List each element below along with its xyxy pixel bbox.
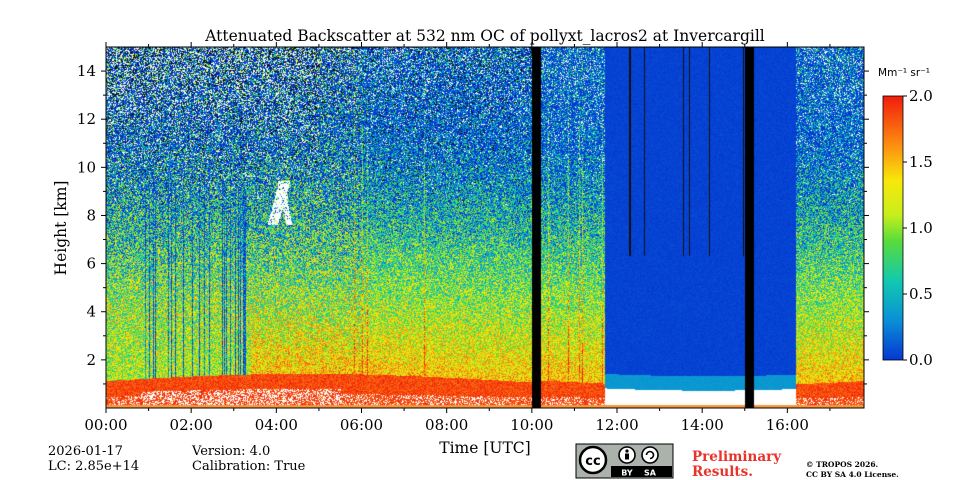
cc-by-sa-logo: cc BY SA	[575, 443, 674, 479]
colorbar-tick-label: 0.0	[909, 351, 933, 369]
footer-version: Version: 4.0	[191, 444, 270, 459]
y-tick-label: 4	[86, 303, 96, 321]
footer-date: 2026-01-17	[48, 444, 123, 459]
copyright-line2: CC BY SA 4.0 License.	[806, 470, 899, 479]
x-tick-label: 10:00	[510, 416, 553, 434]
colorbar-unit-label: Mm⁻¹ sr⁻¹	[878, 67, 930, 79]
cc-circle-icon	[578, 445, 608, 475]
backscatter-heatmap	[106, 47, 864, 408]
x-axis: 00:00 02:00 04:00 06:00 08:00 10:00 12:00 14:00…	[84, 42, 831, 434]
x-axis-label: Time [UTC]	[439, 439, 530, 457]
y-tick-label: 8	[86, 206, 96, 224]
preliminary-label-line2: Results.	[692, 464, 753, 480]
y-axis-label: Height [km]	[52, 181, 70, 276]
x-tick-label: 16:00	[766, 416, 809, 434]
copyright-line1: © TROPOS 2026.	[806, 460, 878, 469]
colorbar-tick-label: 0.5	[909, 285, 933, 303]
by-label: BY	[621, 469, 633, 478]
preliminary-label-line1: Preliminary	[692, 449, 782, 465]
sa-label: SA	[644, 469, 657, 478]
colorbar	[882, 95, 904, 361]
sa-share-icon	[641, 446, 659, 464]
colorbar-tick-label: 1.0	[909, 219, 933, 237]
y-tick-label: 6	[86, 255, 96, 273]
colorbar-tick-label: 1.5	[909, 153, 933, 171]
chart-title: Attenuated Backscatter at 532 nm OC of p…	[204, 27, 765, 45]
y-tick-label: 12	[77, 110, 96, 128]
colorbar-tick-label: 2.0	[909, 87, 933, 105]
cc-badge-text: cc	[585, 454, 600, 469]
x-tick-label: 02:00	[170, 416, 213, 434]
colorbar-ticks: 0.0 0.5 1.0 1.5 2.0	[903, 87, 933, 369]
x-tick-label: 04:00	[255, 416, 298, 434]
plot-frame	[105, 46, 865, 409]
x-tick-label: 14:00	[681, 416, 724, 434]
x-tick-label: 12:00	[595, 416, 638, 434]
y-axis: 2 4 6 8 10 12 14	[77, 62, 869, 385]
footer-calibration: Calibration: True	[192, 459, 306, 474]
x-tick-label: 06:00	[340, 416, 383, 434]
footer-lc: LC: 2.85e+14	[48, 459, 139, 474]
y-tick-label: 2	[86, 351, 96, 369]
y-tick-label: 10	[77, 158, 96, 176]
y-tick-label: 14	[77, 62, 96, 80]
x-tick-label: 00:00	[84, 416, 127, 434]
x-tick-label: 08:00	[425, 416, 468, 434]
